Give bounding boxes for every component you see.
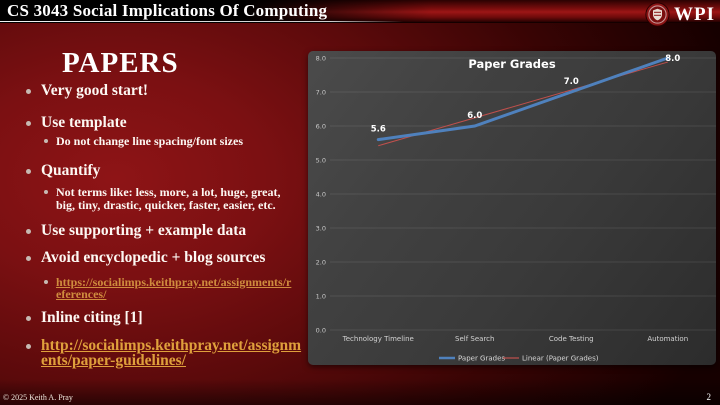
chart-legend: Paper Grades Linear (Paper Grades) bbox=[439, 355, 599, 363]
bullet-text: Do not change line spacing/font sizes bbox=[56, 134, 244, 148]
slide-title: PAPERS bbox=[62, 47, 179, 79]
bullet-icon bbox=[44, 189, 48, 194]
data-label: 5.6 bbox=[371, 125, 386, 135]
grades-line bbox=[376, 56, 670, 142]
svg-text:2.0: 2.0 bbox=[316, 258, 326, 266]
list-item: Do not change line spacing/font sizes bbox=[10, 135, 302, 148]
bullet-icon bbox=[26, 315, 31, 321]
title-bar-underline bbox=[0, 21, 404, 22]
bullet-icon bbox=[26, 121, 31, 126]
list-item: Quantify bbox=[10, 161, 302, 179]
bullet-icon bbox=[26, 255, 31, 261]
paper-grades-chart: 0.0 1.0 2.0 3.0 4.0 5.0 6.0 7.0 8.0 Paper Grades 5… bbox=[308, 51, 716, 365]
svg-text:Linear (Paper Grades): Linear (Paper Grades) bbox=[522, 355, 599, 363]
wpi-seal-icon bbox=[645, 2, 670, 27]
svg-text:8.0: 8.0 bbox=[316, 54, 326, 62]
bullet-text: Inline citing [1] bbox=[41, 308, 143, 326]
x-axis-label: Self Search bbox=[455, 335, 494, 343]
bullet-icon bbox=[26, 343, 31, 349]
list-item: Not terms like: less, more, a lot, huge,… bbox=[10, 184, 302, 212]
data-label: 8.0 bbox=[665, 54, 680, 64]
bullet-icon bbox=[44, 139, 48, 143]
bullet-content: PAPERS Very good start! Use template Do … bbox=[10, 46, 302, 369]
course-title: CS 3043 Social Implications Of Computing bbox=[7, 1, 328, 20]
svg-text:7.0: 7.0 bbox=[316, 88, 326, 96]
svg-text:5.0: 5.0 bbox=[316, 156, 326, 164]
svg-text:0.0: 0.0 bbox=[316, 326, 326, 334]
bullet-text: Use supporting + example data bbox=[41, 221, 247, 239]
svg-text:1.0: 1.0 bbox=[316, 292, 326, 300]
svg-text:3.0: 3.0 bbox=[316, 224, 326, 232]
list-item: http://socialimps.keithpray.net/assignme… bbox=[10, 336, 302, 369]
bullet-icon bbox=[26, 168, 31, 174]
data-label: 6.0 bbox=[467, 111, 482, 121]
data-label: 7.0 bbox=[564, 77, 579, 87]
list-item: Inline citing [1] bbox=[10, 308, 302, 326]
svg-text:4.0: 4.0 bbox=[316, 190, 326, 198]
x-axis-label: Technology Timeline bbox=[342, 335, 414, 343]
x-axis-label: Automation bbox=[647, 335, 688, 343]
chart-title: Paper Grades bbox=[468, 57, 555, 71]
x-axis-label: Code Testing bbox=[549, 335, 594, 343]
title-bar: CS 3043 Social Implications Of Computing… bbox=[0, 0, 720, 27]
bullet-icon bbox=[44, 279, 48, 284]
list-item: https://socialimps.keithpray.net/assignm… bbox=[10, 276, 302, 300]
wpi-logo-text: WPI bbox=[674, 4, 715, 25]
list-item: Very good start! bbox=[10, 83, 302, 99]
bullet-icon bbox=[26, 228, 31, 234]
copyright: © 2025 Keith A. Pray bbox=[3, 393, 73, 402]
svg-text:6.0: 6.0 bbox=[316, 122, 326, 130]
page-number: 2 bbox=[706, 392, 712, 402]
list-item: Avoid encyclopedic + blog sources bbox=[10, 248, 302, 266]
bullet-text: Avoid encyclopedic + blog sources bbox=[41, 248, 266, 266]
bullet-text: Use template bbox=[41, 114, 127, 131]
list-item: Use template bbox=[10, 115, 302, 131]
bullet-icon bbox=[26, 89, 31, 94]
paper-guidelines-link[interactable]: http://socialimps.keithpray.net/assignme… bbox=[41, 336, 302, 369]
bullet-text: Not terms like: less, more, a lot, huge,… bbox=[56, 184, 281, 212]
svg-text:Paper Grades: Paper Grades bbox=[458, 355, 505, 363]
references-link[interactable]: https://socialimps.keithpray.net/assignm… bbox=[56, 274, 292, 301]
bullet-text: Very good start! bbox=[41, 82, 149, 99]
bullet-text: Quantify bbox=[41, 161, 101, 179]
chart-canvas: 0.0 1.0 2.0 3.0 4.0 5.0 6.0 7.0 8.0 Paper Grades 5… bbox=[316, 54, 716, 363]
list-item: Use supporting + example data bbox=[10, 221, 302, 239]
wpi-logo: WPI bbox=[645, 2, 715, 27]
